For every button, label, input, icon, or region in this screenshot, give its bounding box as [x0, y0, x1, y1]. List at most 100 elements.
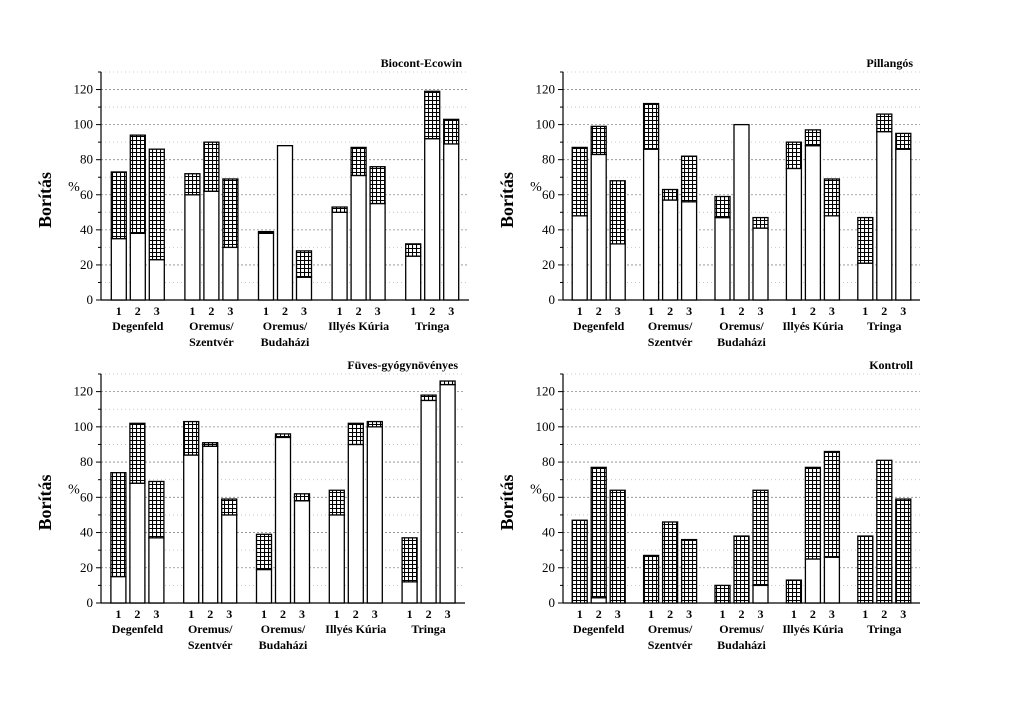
x-category-label: 3 [900, 304, 906, 318]
x-category-label: 1 [189, 304, 195, 318]
y-tick-label: 40 [80, 525, 93, 540]
chart-panel-3: 0 20 40 60 80 100 120 Borítás % Füves-gyógynövény… [35, 358, 465, 652]
x-category-label: 2 [881, 607, 887, 621]
bar-segment-plain [222, 246, 239, 301]
x-category-label: 1 [577, 607, 583, 621]
bar-segment-plain [804, 145, 822, 301]
bar-segment-grid [257, 230, 275, 235]
bar-segment-grid [222, 178, 239, 249]
x-category-label: 3 [153, 607, 159, 621]
bar-segment-plain [366, 426, 383, 604]
x-category-label: 3 [372, 607, 378, 621]
bar-segment-plain [110, 575, 127, 604]
bar-segment-grid [661, 521, 679, 604]
bar-segment-plain [680, 201, 698, 301]
y-tick-label: 40 [542, 525, 555, 540]
x-category-label: 2 [810, 304, 816, 318]
x-category-label: 2 [134, 607, 140, 621]
x-category-label: 1 [648, 304, 654, 318]
y-tick-label: 120 [74, 82, 94, 97]
bar-segment-plain [369, 202, 386, 301]
y-tick-label: 60 [80, 187, 93, 202]
y-tick-label: 80 [80, 454, 93, 469]
bar-segment-grid [571, 519, 588, 604]
bar-segment-plain [129, 232, 146, 301]
x-group-label: Oremus/ [719, 319, 764, 333]
bar-segment-plain [714, 216, 731, 301]
y-tick-label: 80 [542, 454, 555, 469]
x-category-label: 1 [862, 607, 868, 621]
y-axis-label: Borítás [35, 172, 55, 228]
y-tick-label: 120 [536, 82, 556, 97]
bar-segment-plain [255, 568, 273, 604]
panel-title: Kontroll [869, 358, 913, 372]
bar-segment-grid [857, 535, 874, 604]
x-group-label: Szentvér [648, 335, 693, 349]
x-category-label: 3 [299, 607, 305, 621]
bar-segment-grid [804, 129, 822, 147]
x-category-label: 2 [429, 304, 435, 318]
bar-segment-plain [148, 259, 165, 301]
x-group-label: Oremus/ [648, 622, 693, 636]
bar-segment-grid [203, 141, 220, 192]
bar-segment-grid [752, 489, 769, 587]
bar-segment-plain [752, 584, 769, 604]
x-category-label: 3 [829, 304, 835, 318]
bar-segment-plain [350, 174, 367, 301]
x-category-label: 3 [227, 304, 233, 318]
x-group-label: Illyés Kúria [328, 319, 389, 333]
x-group-label: Oremus/ [189, 319, 234, 333]
x-category-label: 2 [426, 607, 432, 621]
y-tick-label: 20 [542, 560, 555, 575]
y-tick-label: 120 [74, 384, 94, 399]
bar-segment-grid [420, 394, 437, 402]
x-group-label: Budaházi [259, 638, 308, 652]
bar-segment-grid [129, 134, 146, 235]
bar-segment-grid [295, 250, 313, 278]
x-category-label: 3 [375, 304, 381, 318]
y-tick-label: 100 [74, 117, 94, 132]
bar-segment-grid [680, 155, 698, 203]
x-category-label: 3 [758, 304, 764, 318]
x-category-label: 3 [758, 607, 764, 621]
y-tick-label: 40 [542, 222, 555, 237]
x-category-label: 2 [353, 607, 359, 621]
y-axis-label: Borítás [497, 172, 517, 228]
bar-segment-grid [401, 537, 418, 583]
bar-segment-grid [895, 132, 912, 150]
bar-segment-plain [293, 500, 311, 604]
bar-segment-plain [661, 199, 679, 301]
bar-segment-grid [876, 113, 893, 133]
x-category-label: 2 [596, 607, 602, 621]
x-category-label: 1 [116, 304, 122, 318]
bar-segment-grid [443, 118, 460, 145]
bar-segment-plain [642, 148, 660, 301]
x-group-label: Budaházi [717, 335, 766, 349]
bar-segment-plain [295, 276, 313, 301]
x-category-label: 1 [791, 607, 797, 621]
bar-segment-grid [424, 90, 441, 140]
y-axis-label: Borítás [497, 475, 517, 531]
y-tick-label: 20 [80, 560, 93, 575]
bar-segment-plain [752, 227, 769, 301]
y-tick-label: 60 [80, 489, 93, 504]
x-group-label: Szentvér [648, 638, 693, 652]
x-group-label: Oremus/ [261, 622, 306, 636]
y-tick-label: 60 [542, 489, 555, 504]
bar-segment-grid [590, 466, 607, 599]
bar-segment-grid [293, 493, 311, 502]
x-category-label: 2 [667, 607, 673, 621]
bar-segment-plain [129, 482, 146, 604]
bar-segment-grid [714, 584, 731, 604]
y-tick-label: 40 [80, 222, 93, 237]
x-category-label: 1 [337, 304, 343, 318]
bar-segment-plain [331, 211, 348, 301]
x-group-label: Budaházi [261, 335, 310, 349]
bar-segment-grid [609, 180, 626, 245]
x-group-label: Degenfeld [573, 622, 625, 636]
bar-segment-plain [443, 143, 460, 301]
